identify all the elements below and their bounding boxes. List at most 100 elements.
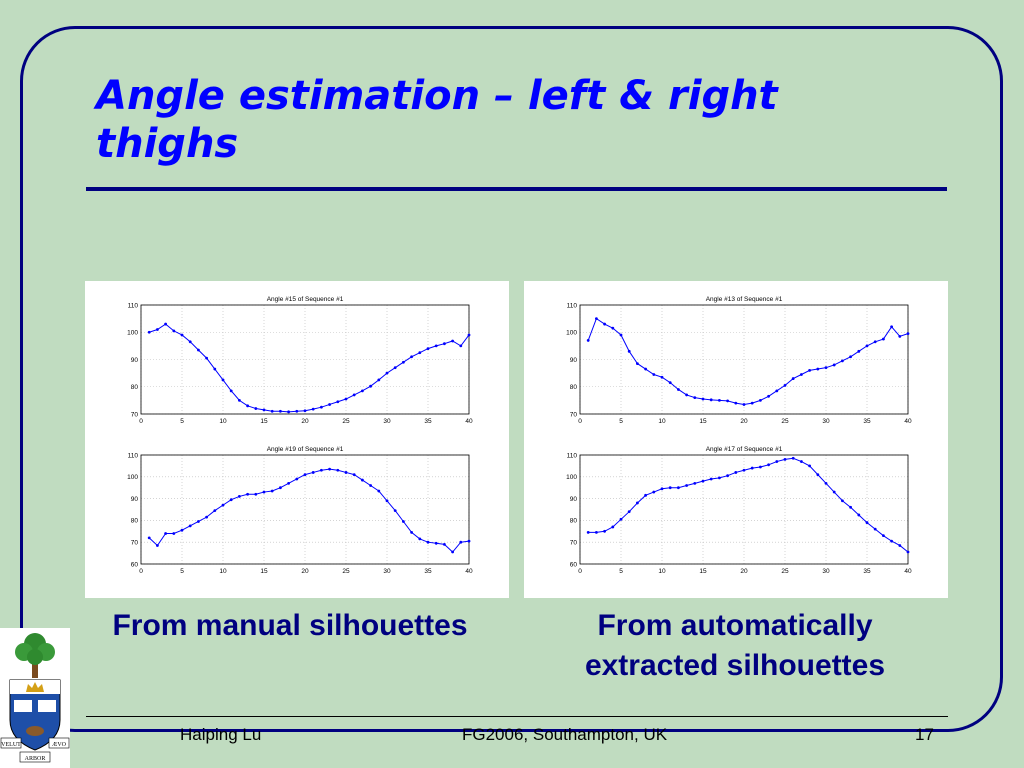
data-point	[172, 532, 176, 535]
data-point	[262, 490, 266, 494]
data-point	[619, 517, 623, 521]
data-point	[586, 339, 590, 342]
y-tick-label: 110	[128, 302, 139, 309]
data-point	[434, 541, 438, 545]
data-point	[426, 540, 430, 544]
x-tick-label: 35	[863, 418, 871, 425]
data-point	[295, 477, 299, 481]
x-tick-label: 10	[658, 568, 666, 575]
data-point	[303, 409, 307, 413]
plot-frame	[579, 304, 909, 415]
data-point	[693, 396, 697, 400]
data-point	[603, 322, 606, 326]
caption-automatic-line2: extracted silhouettes	[584, 649, 886, 682]
data-point	[701, 397, 705, 401]
data-point	[467, 539, 471, 543]
data-point	[644, 367, 647, 371]
data-point	[197, 348, 200, 352]
data-point	[586, 530, 590, 534]
y-tick-label: 100	[566, 330, 577, 337]
data-point	[627, 510, 631, 514]
data-point	[402, 360, 405, 364]
data-point	[451, 339, 454, 343]
data-point	[393, 509, 397, 512]
data-point	[742, 403, 746, 406]
data-point	[352, 393, 356, 397]
data-point	[890, 539, 893, 543]
data-point	[709, 398, 713, 402]
y-tick-label: 60	[570, 561, 578, 568]
data-point	[328, 467, 331, 471]
chart-title: Angle #19 of Sequence #1	[267, 446, 344, 453]
data-point	[180, 528, 184, 532]
data-point	[287, 410, 290, 414]
chart-angle-19: 0 5 10 15 20 25 30 35 40 60 70 80 90 100 110 Angle #19 …	[127, 446, 473, 575]
x-tick-label: 5	[180, 568, 184, 575]
data-point	[685, 484, 688, 487]
data-point	[180, 333, 184, 337]
data-point	[172, 329, 176, 333]
data-point	[311, 407, 315, 411]
series-line	[148, 468, 470, 553]
data-point	[841, 359, 844, 363]
data-point	[652, 490, 656, 494]
data-point	[718, 398, 721, 402]
data-point	[443, 542, 446, 546]
data-point	[279, 486, 282, 490]
y-tick-label: 80	[570, 518, 578, 525]
data-point	[660, 375, 664, 379]
plot-frame	[140, 454, 470, 565]
data-point	[254, 492, 258, 496]
data-point	[750, 466, 754, 470]
data-point	[385, 371, 389, 375]
data-point	[849, 505, 852, 509]
university-crest-icon: VELUT ÆVO ARBOR	[0, 628, 70, 768]
y-tick-label: 100	[127, 474, 138, 481]
data-point	[147, 330, 151, 334]
chart-title: Angle #15 of Sequence #1	[267, 296, 344, 303]
slide-title: Angle estimation – left & right thighs	[96, 73, 778, 167]
data-point	[352, 473, 356, 477]
y-tick-label: 80	[131, 384, 139, 391]
y-tick-label: 110	[128, 452, 139, 459]
crest-motto-right: ÆVO	[52, 742, 67, 748]
x-tick-label: 15	[260, 568, 268, 575]
data-point	[197, 520, 200, 523]
data-point	[898, 544, 902, 547]
chart-angle-15: 0 5 10 15 20 25 30 35 40 70 80 90 100 110 Angle #15 of…	[127, 296, 473, 425]
x-tick-label: 0	[139, 568, 143, 575]
x-tick-label: 0	[578, 568, 582, 575]
data-point	[767, 463, 770, 467]
data-point	[213, 367, 217, 371]
data-point	[611, 326, 615, 330]
series-line	[588, 457, 909, 553]
x-tick-label: 0	[139, 418, 143, 425]
y-tick-label: 90	[131, 496, 139, 503]
data-point	[262, 408, 266, 412]
x-tick-label: 25	[781, 418, 789, 425]
data-point	[890, 325, 893, 329]
x-tick-label: 40	[465, 568, 473, 575]
data-point	[393, 366, 397, 370]
x-tick-label: 5	[180, 418, 184, 425]
y-tick-label: 70	[131, 411, 139, 418]
data-point	[832, 363, 836, 367]
data-point	[800, 460, 803, 463]
data-point	[742, 468, 746, 472]
x-tick-label: 40	[904, 568, 912, 575]
y-tick-label: 110	[567, 302, 578, 309]
x-tick-label: 30	[822, 418, 830, 425]
data-point	[434, 344, 438, 348]
data-point	[238, 495, 241, 498]
x-tick-label: 10	[219, 418, 227, 425]
data-point	[791, 456, 795, 460]
data-point	[824, 481, 828, 485]
series-line	[587, 317, 909, 405]
data-point	[636, 362, 639, 365]
data-point	[238, 398, 241, 402]
data-point	[603, 529, 606, 533]
data-point	[619, 333, 623, 337]
data-point	[759, 465, 762, 469]
data-point	[816, 473, 820, 477]
y-tick-label: 70	[570, 411, 578, 418]
